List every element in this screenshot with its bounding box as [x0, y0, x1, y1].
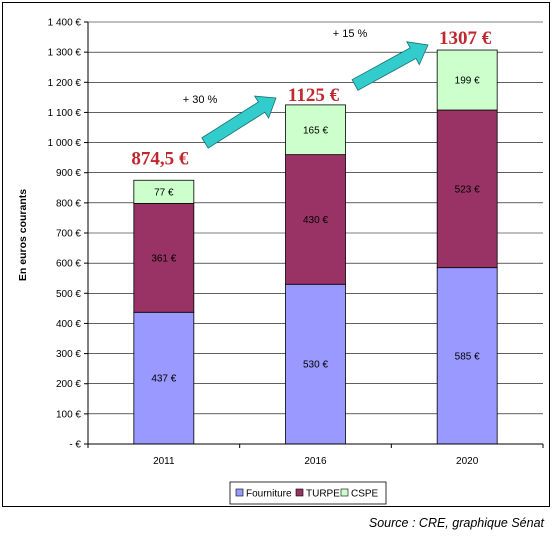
bar-segment-turpe: [133, 203, 195, 313]
y-tick-label: 1 300 €: [48, 48, 82, 59]
legend-swatch: [340, 488, 349, 497]
source-note: Source : CRE, graphique Sénat: [368, 516, 544, 530]
x-tick-label: 2011: [153, 456, 175, 467]
total-label: 1307 €: [439, 28, 492, 49]
y-axis-label: En euros courants: [17, 189, 29, 281]
bar-segment-fourniture: [436, 267, 498, 445]
bar-segment-label: 523 €: [455, 184, 480, 195]
legend-label: TURPE: [306, 489, 340, 500]
y-axis: - € 100 € 200 € 300 € 400 € 500 € 600 € 700 € 80…: [48, 18, 89, 451]
x-tick-label: 2020: [456, 456, 479, 467]
bar-segment-label: 585 €: [455, 351, 480, 362]
y-tick-label: 700 €: [56, 229, 81, 240]
bar-segment-label: 437 €: [151, 374, 176, 385]
bar-segment-label: 361 €: [151, 253, 176, 264]
total-label: 874,5 €: [131, 148, 189, 169]
bar-segment-cspe: [436, 49, 498, 111]
x-tick-label: 2016: [304, 456, 327, 467]
legend: Fourniture TURPE CSPE: [229, 481, 387, 505]
growth-arrow: [351, 41, 429, 91]
y-tick-label: 600 €: [56, 259, 81, 270]
growth-arrow: [201, 95, 277, 149]
y-tick-label: 400 €: [56, 319, 81, 330]
bars: 437 € 361 € 77 € 530 € 430 € 165 € 585 € 523 € 1…: [133, 49, 498, 445]
bar-segment-label: 530 €: [303, 360, 328, 371]
bar-segment-fourniture: [133, 311, 195, 445]
legend-swatch: [235, 488, 244, 497]
bar-segment-fourniture: [285, 283, 346, 445]
legend-label: CSPE: [351, 489, 379, 500]
x-axis: 2011 2016 2020: [87, 443, 544, 467]
legend-swatch: [295, 488, 304, 497]
bar-segment-label: 77 €: [154, 187, 174, 198]
y-tick-label: 1 100 €: [48, 108, 82, 119]
y-tick-label: 500 €: [56, 289, 81, 300]
y-tick-label: 800 €: [56, 198, 81, 209]
y-tick-label: 1 000 €: [48, 138, 82, 149]
bar-segment-label: 165 €: [303, 125, 328, 136]
y-tick-label: 1 200 €: [48, 78, 82, 89]
y-tick-label: 900 €: [56, 168, 81, 179]
y-tick-label: 100 €: [56, 409, 81, 420]
y-tick-label: 300 €: [56, 349, 81, 360]
legend-label: Fourniture: [246, 489, 292, 500]
y-tick-label: 1 400 €: [48, 18, 82, 29]
total-label: 1125 €: [288, 85, 340, 106]
growth-label: + 15 %: [333, 28, 368, 40]
bar-segment-turpe: [436, 109, 498, 269]
bar-segment-cspe: [285, 104, 346, 156]
y-tick-label: 200 €: [56, 379, 81, 390]
bar-segment-label: 199 €: [455, 76, 480, 87]
y-tick-label: - €: [69, 440, 81, 451]
growth-label: + 30 %: [183, 94, 218, 106]
legend-box: [229, 481, 387, 505]
annotations: 874,5 € 1125 € 1307 € + 30 % + 15 %: [131, 28, 491, 169]
bar-segment-label: 430 €: [303, 215, 328, 226]
bar-segment-turpe: [285, 154, 346, 285]
bar-segment-cspe: [133, 179, 195, 204]
